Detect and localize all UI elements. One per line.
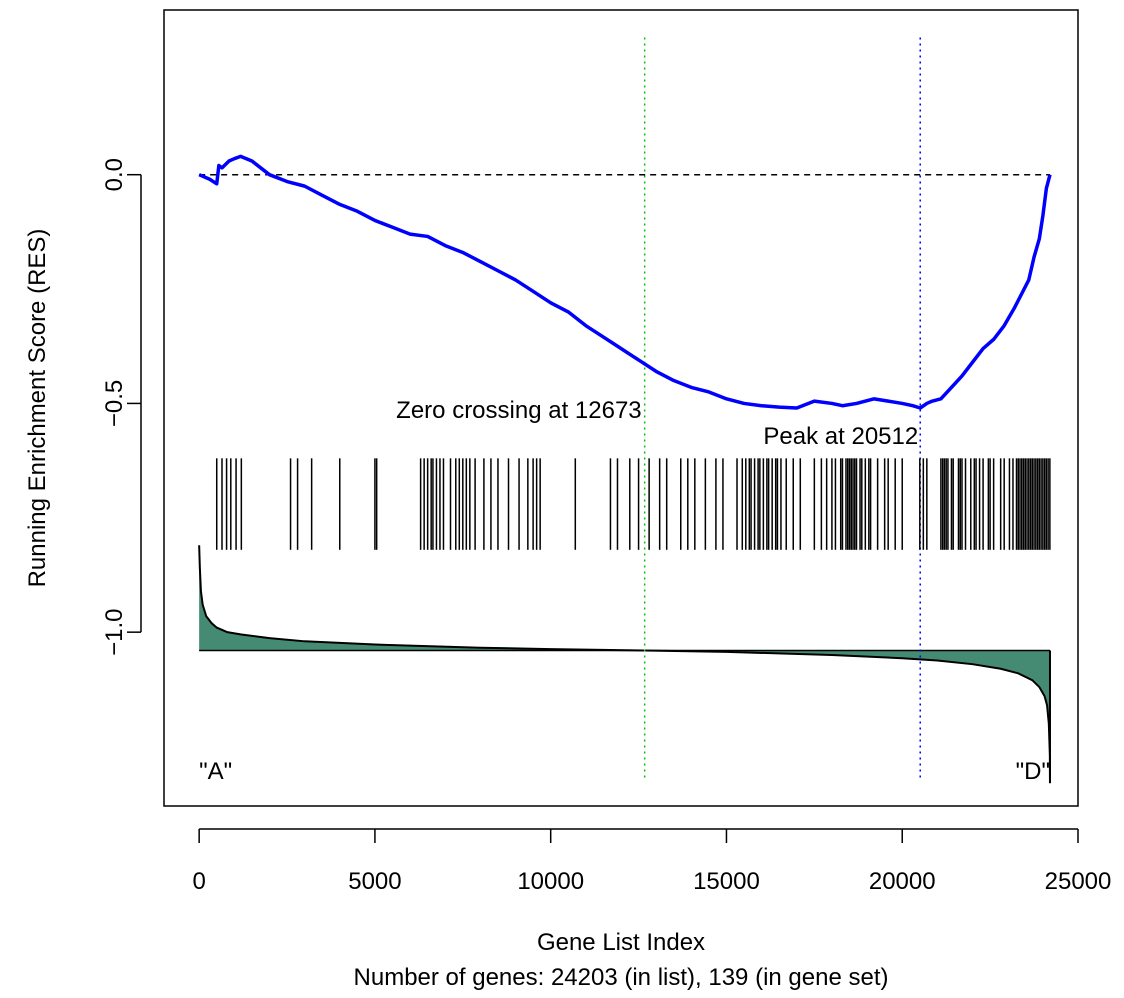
zero-crossing-label: Zero crossing at 12673 [396,397,641,424]
plot-frame [163,9,1079,807]
x-tick-label: 15000 [693,868,760,895]
x-tick-label: 25000 [1045,868,1112,895]
running-enrichment-score-line [198,154,1052,410]
x-tick-label: 10000 [517,868,584,895]
ranked-metric-area [198,545,1051,784]
phenotype-left-label: "A" [199,758,232,785]
x-axis: 0 5000 10000 15000 20000 25000 [192,828,1112,895]
y-axis: 0.0 −0.5 −1.0 [101,158,142,656]
x-axis-title: Gene List Index [537,929,705,956]
phenotype-right-label: "D" [1016,758,1050,785]
ranked-metric-curve [198,545,1051,784]
ranked-metric-fill [199,545,1050,784]
y-tick-label: −0.5 [101,380,128,427]
y-tick-label: −1.0 [101,608,128,655]
x-tick-label: 20000 [869,868,936,895]
x-tick-label: 0 [192,868,205,895]
x-axis-subtitle: Number of genes: 24203 (in list), 139 (i… [354,964,889,991]
gene-hit-ticks [215,458,1051,550]
x-tick-label: 5000 [348,868,401,895]
y-axis-title: Running Enrichment Score (RES) [24,229,51,588]
reference-lines [199,37,1050,779]
peak-label: Peak at 20512 [763,423,918,450]
running-score-series [198,154,1052,410]
y-tick-label: 0.0 [101,158,128,191]
